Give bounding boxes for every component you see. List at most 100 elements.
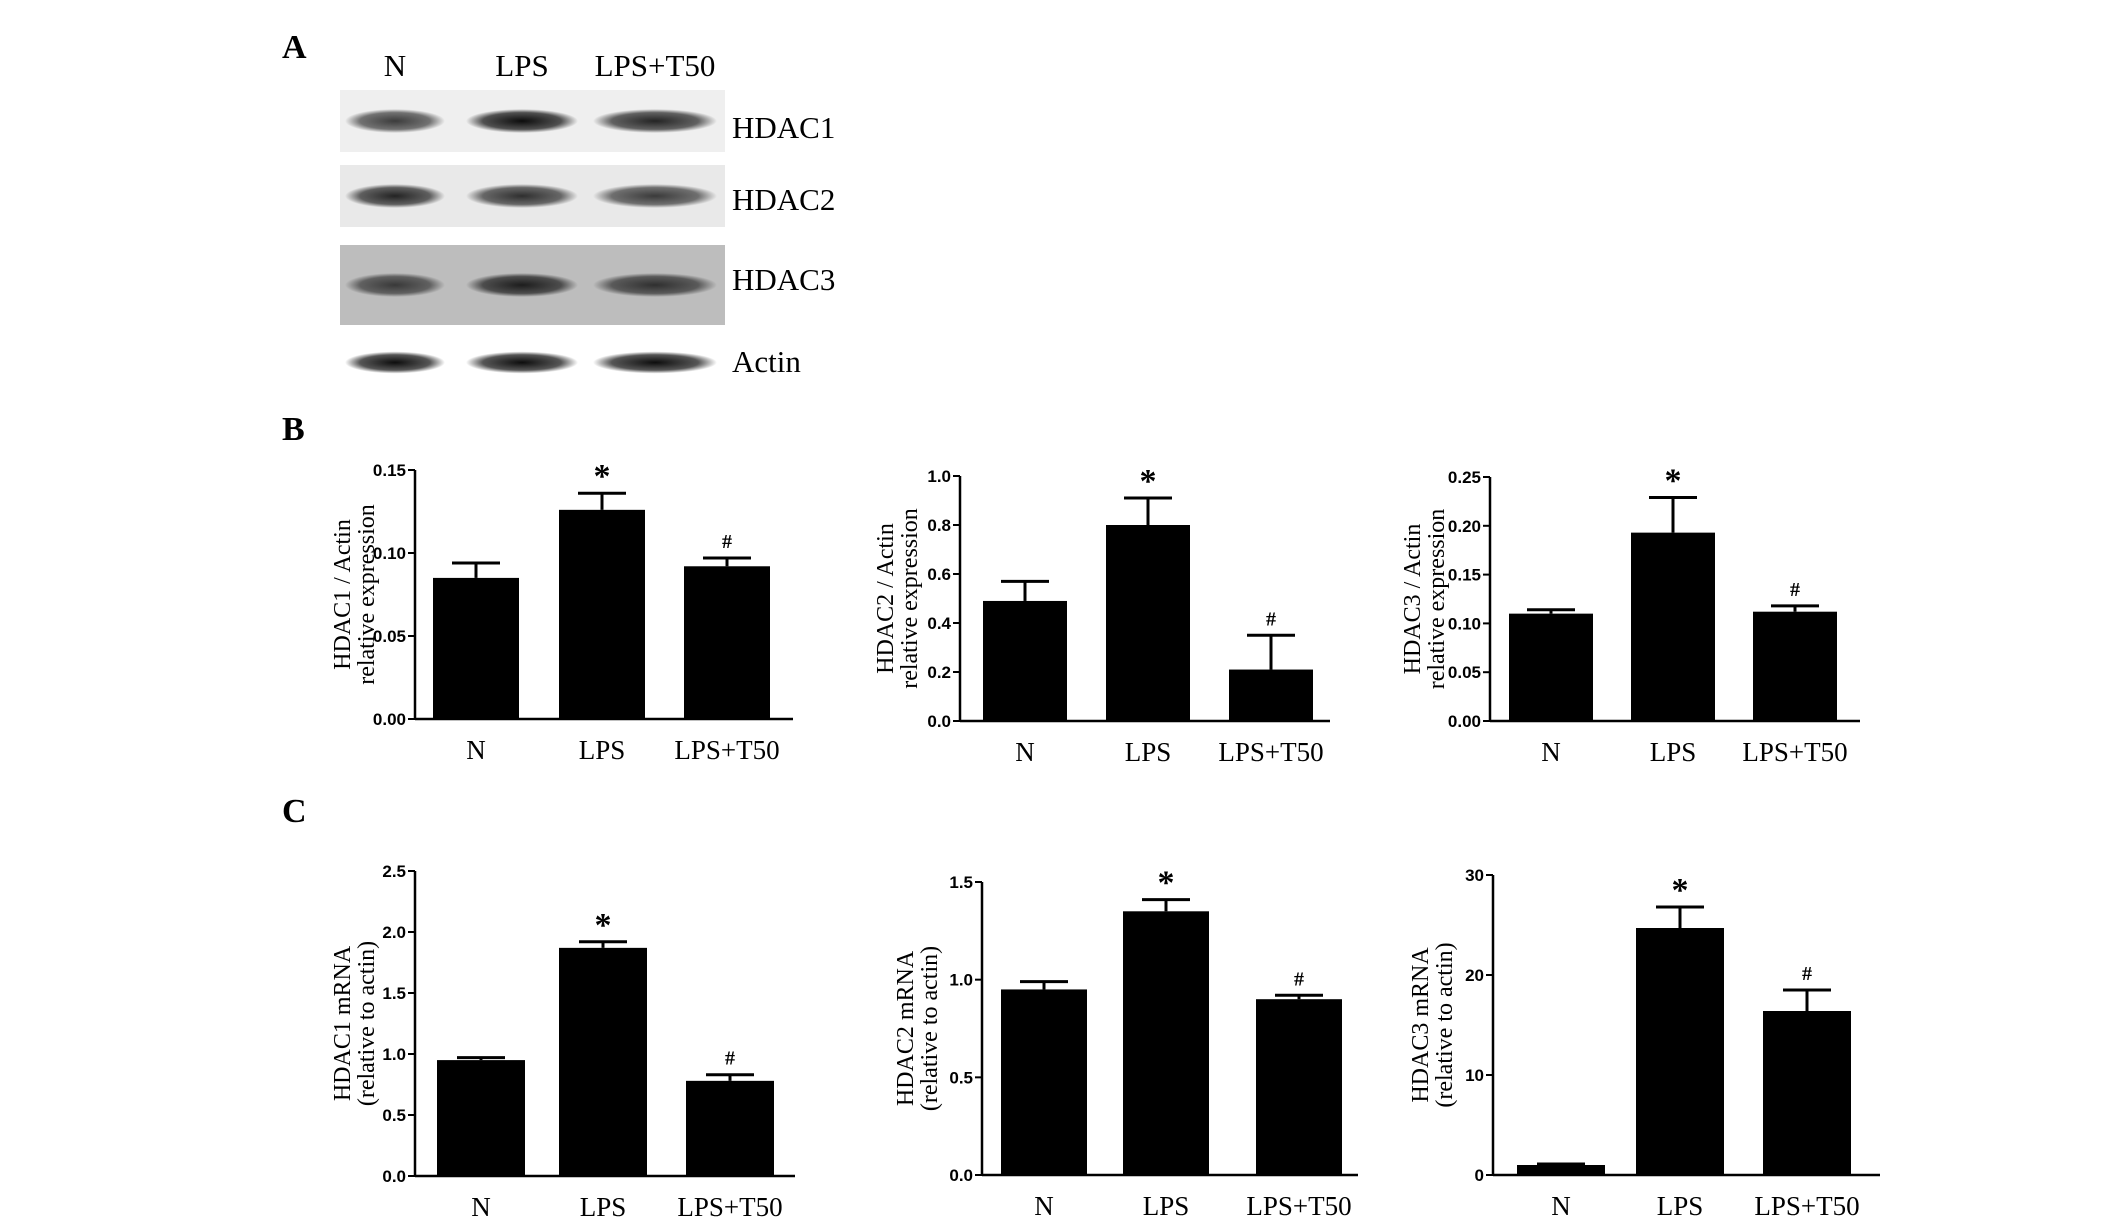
y-tick-label: 2.0 [382, 923, 406, 942]
y-axis-title: HDAC2 / Actin [873, 523, 899, 674]
blot-band-label: HDAC3 [732, 262, 835, 297]
bar-chart: 0.0 0.5 1.0 1.5 N * LPS # LPS+T50 HDAC2 mRNA(rela… [893, 865, 1358, 1219]
significance-asterisk: * [1140, 463, 1157, 500]
y-tick-label: 0.15 [373, 461, 406, 480]
bar [559, 947, 647, 1176]
blot-band-label: HDAC2 [732, 182, 835, 217]
bar [1256, 999, 1342, 1175]
x-tick-label: LPS [1650, 737, 1697, 767]
blot-band [466, 184, 578, 208]
y-axis-title: HDAC3 / Actin [1400, 524, 1426, 675]
blot-band [593, 184, 717, 208]
bar [1517, 1165, 1605, 1175]
y-axis-title-line2: relative expression [354, 504, 380, 685]
bar [1636, 928, 1724, 1175]
x-tick-label: N [1015, 737, 1035, 767]
blot-band-label: HDAC1 [732, 110, 835, 145]
y-tick-label: 0.2 [927, 663, 951, 682]
x-tick-label: LPS [1143, 1191, 1190, 1219]
significance-hash: # [725, 1048, 735, 1070]
y-axis-title-line2: (relative to actin) [1432, 942, 1458, 1107]
y-tick-label: 2.5 [382, 862, 406, 881]
blot-band [593, 109, 717, 133]
western-blot: N LPS LPS+T50 HDAC1 HDAC2 HDAC3 Actin [340, 48, 835, 385]
blot-band-label: Actin [732, 344, 801, 379]
y-axis-title-line2: (relative to actin) [354, 941, 380, 1106]
y-axis-title: HDAC2 mRNA [893, 950, 919, 1106]
y-tick-label: 0.00 [373, 710, 406, 729]
y-tick-label: 0.10 [1448, 614, 1481, 633]
bar [437, 1060, 525, 1176]
bar [559, 509, 645, 719]
y-axis-title: HDAC3 mRNA [1408, 947, 1434, 1103]
blot-lane-label: LPS [495, 48, 548, 83]
bar-chart: 0 10 20 30 N * LPS # LPS+T50 HDAC3 mRNA(relative … [1408, 866, 1880, 1219]
y-tick-label: 10 [1465, 1066, 1484, 1085]
panel-letter-b: B [282, 411, 305, 448]
significance-asterisk: * [595, 907, 612, 944]
y-tick-label: 0.10 [373, 544, 406, 563]
y-tick-label: 1.5 [949, 873, 973, 892]
x-tick-label: LPS [1125, 737, 1172, 767]
y-tick-label: 0 [1475, 1166, 1484, 1185]
blot-band [593, 351, 717, 374]
blot-band [466, 351, 578, 374]
blot-band [345, 184, 445, 208]
blot-lane-label: N [384, 48, 406, 83]
y-tick-label: 0.05 [1448, 663, 1481, 682]
bar [433, 577, 519, 719]
panel-letter-a: A [282, 29, 307, 66]
y-axis-title-line2: relative expression [1424, 509, 1450, 690]
bar [1509, 613, 1593, 721]
x-tick-label: LPS+T50 [1246, 1191, 1351, 1219]
x-tick-label: LPS+T50 [1754, 1191, 1859, 1219]
significance-hash: # [1294, 968, 1304, 990]
y-tick-label: 0.20 [1448, 517, 1481, 536]
bar-chart: 0.0 0.2 0.4 0.6 0.8 1.0 N * LPS # LPS+T50 HDAC2 / A… [873, 463, 1330, 767]
y-tick-label: 0.00 [1448, 712, 1481, 731]
y-tick-label: 1.5 [382, 984, 406, 1003]
bar-chart: 0.00 0.05 0.10 0.15 N * LPS # LPS+T50 HDAC1 / Act… [330, 458, 793, 765]
bar [1106, 525, 1190, 721]
significance-asterisk: * [1672, 872, 1689, 909]
significance-asterisk: * [1665, 462, 1682, 499]
x-tick-label: N [1551, 1191, 1571, 1219]
y-tick-label: 0.25 [1448, 468, 1481, 487]
y-tick-label: 0.8 [927, 516, 951, 535]
x-tick-label: LPS+T50 [674, 735, 779, 765]
x-tick-label: LPS [580, 1192, 627, 1219]
x-tick-label: N [1541, 737, 1561, 767]
y-tick-label: 0.0 [949, 1166, 973, 1185]
blot-lane-label: LPS+T50 [595, 48, 716, 83]
bar [1123, 911, 1209, 1175]
bar [1763, 1011, 1851, 1175]
significance-hash: # [1790, 579, 1800, 601]
blot-band [345, 109, 445, 133]
significance-hash: # [1266, 608, 1276, 630]
y-tick-label: 0.6 [927, 565, 951, 584]
y-tick-label: 0.15 [1448, 566, 1481, 585]
y-tick-label: 1.0 [382, 1045, 406, 1064]
y-tick-label: 0.5 [949, 1068, 973, 1087]
y-tick-label: 0.4 [927, 614, 951, 633]
blot-band [345, 351, 445, 374]
y-tick-label: 1.0 [949, 971, 973, 990]
blot-band [466, 273, 578, 297]
significance-hash: # [1802, 963, 1812, 985]
bar [686, 1080, 774, 1176]
x-tick-label: N [471, 1192, 491, 1219]
bar [1229, 669, 1313, 721]
y-tick-label: 0.0 [927, 712, 951, 731]
y-axis-title-line2: relative expression [897, 508, 923, 689]
bar [983, 600, 1067, 721]
y-tick-label: 20 [1465, 966, 1484, 985]
y-tick-label: 1.0 [927, 467, 951, 486]
y-tick-label: 0.5 [382, 1106, 406, 1125]
y-tick-label: 0.0 [382, 1167, 406, 1186]
bar [1753, 611, 1837, 721]
x-tick-label: LPS+T50 [677, 1192, 782, 1219]
panel-letter-c: C [282, 793, 307, 830]
blot-band [345, 273, 445, 297]
